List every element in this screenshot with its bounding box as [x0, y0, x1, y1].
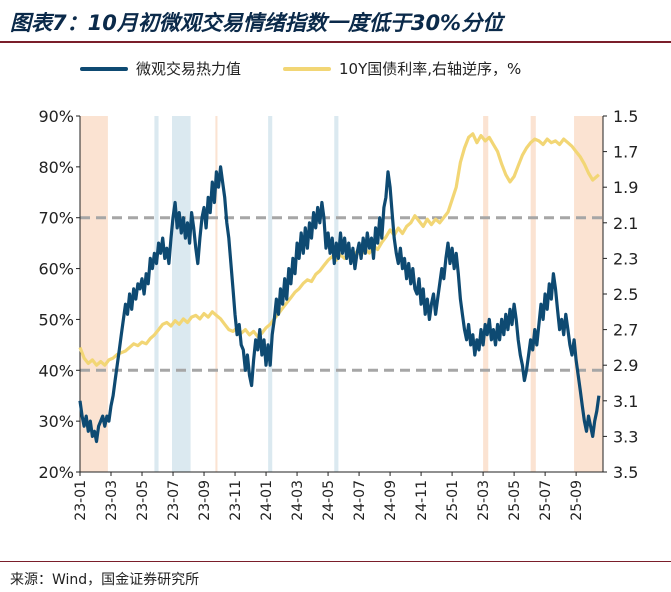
y-left-tick-label: 50%: [38, 310, 74, 329]
x-tick-label: 24-03: [290, 480, 306, 521]
y-right-tick-label: 2.9: [613, 356, 638, 375]
x-tick-label: 23-05: [135, 480, 151, 521]
y-right-tick-label: 3.3: [613, 427, 638, 446]
y-left-tick-label: 30%: [38, 412, 74, 431]
shaded-region-0: [80, 116, 108, 472]
legend-item-heat: 微观交易热力值: [80, 58, 241, 79]
shaded-region-4: [268, 116, 273, 472]
x-tick-label: 25-05: [507, 480, 523, 521]
chart-title: 图表7：10月初微观交易情绪指数一度低于30%分位: [10, 11, 504, 35]
y-left-tick-label: 70%: [38, 209, 74, 228]
shaded-region-6: [483, 116, 489, 472]
legend-label-yield: 10Y国债利率,右轴逆序，%: [339, 60, 522, 78]
x-tick-label: 24-01: [259, 480, 275, 521]
shaded-region-2: [171, 116, 191, 472]
y-right-tick-label: 1.5: [613, 107, 638, 126]
legend-swatch-heat: [80, 66, 128, 71]
x-tick-label: 23-07: [166, 480, 182, 521]
y-left-tick-label: 40%: [38, 361, 74, 380]
y-left-tick-label: 20%: [38, 463, 74, 482]
x-tick-label: 23-01: [73, 480, 89, 521]
x-tick-label: 24-11: [414, 480, 430, 521]
y-right-tick-label: 2.1: [613, 214, 638, 233]
legend-swatch-yield: [283, 66, 332, 71]
y-right-tick-label: 1.9: [613, 178, 638, 197]
y-right-tick-label: 3.5: [613, 463, 638, 482]
shaded-region-3: [215, 116, 218, 472]
y-right-tick-label: 2.3: [613, 249, 638, 268]
source-divider: [0, 561, 671, 562]
title-divider: [0, 41, 671, 43]
y-left-tick-label: 80%: [38, 158, 74, 177]
y-left-tick-label: 90%: [38, 107, 74, 126]
x-tick-label: 24-07: [352, 480, 368, 521]
x-tick-label: 25-01: [445, 480, 461, 521]
x-tick-label: 24-09: [383, 480, 399, 521]
legend-label-heat: 微观交易热力值: [136, 60, 242, 78]
y-right-tick-label: 2.5: [613, 285, 638, 304]
shaded-region-1: [154, 116, 159, 472]
y-right-tick-label: 3.1: [613, 392, 638, 411]
series-line-heat-value: [78, 165, 601, 444]
shaded-region-5: [334, 116, 339, 472]
chart-canvas: 20% 30% 40% 50% 60% 70% 80% 90% 1.5 1.7 1.9 2.1 2.3 2…: [38, 107, 638, 521]
x-tick-label: 24-05: [321, 480, 337, 521]
x-tick-label: 25-07: [538, 480, 554, 521]
x-tick-label: 23-11: [228, 480, 244, 521]
y-left-tick-label: 60%: [38, 260, 74, 279]
y-right-tick-label: 1.7: [613, 143, 638, 162]
y-right-tick-label: 2.7: [613, 321, 638, 340]
legend-item-yield: 10Y国债利率,右轴逆序，%: [283, 58, 521, 79]
legend: 微观交易热力值 10Y国债利率,右轴逆序，%: [80, 58, 563, 79]
x-tick-label: 25-09: [569, 480, 585, 521]
series-line-10y-yield: [78, 132, 600, 367]
source-note: 来源：Wind，国金证券研究所: [10, 572, 200, 588]
shaded-region-7: [530, 116, 536, 472]
x-tick-label: 25-03: [476, 480, 492, 521]
x-tick-label: 23-03: [104, 480, 120, 521]
x-tick-label: 23-09: [197, 480, 213, 521]
